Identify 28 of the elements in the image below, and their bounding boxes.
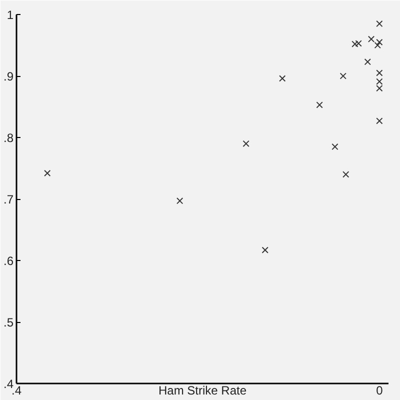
point: [376, 78, 383, 85]
y-tick-label: 1: [6, 8, 14, 22]
point: [376, 70, 383, 76]
point: [355, 40, 362, 47]
point: [352, 40, 358, 48]
point: [342, 171, 350, 178]
point: [376, 84, 383, 92]
point: [242, 140, 250, 147]
y-tick-label: .9: [3, 70, 14, 84]
point: [332, 143, 338, 150]
point: [376, 38, 383, 46]
point: [279, 75, 286, 82]
y-tick-label: .7: [3, 192, 14, 206]
point: [368, 36, 375, 42]
point: [44, 170, 51, 176]
point: [340, 72, 346, 80]
point: [176, 198, 184, 204]
point: [376, 118, 383, 124]
y-tick-label: .6: [3, 254, 14, 268]
x-axis-title: Ham Strike Rate: [158, 384, 247, 398]
point: [316, 102, 323, 108]
point: [374, 42, 381, 49]
y-tick-label: .5: [3, 316, 14, 330]
y-tick-label: .8: [3, 131, 14, 145]
point: [376, 20, 383, 28]
point: [262, 246, 268, 254]
x-tick-label: 0: [376, 384, 384, 398]
point: [364, 58, 371, 66]
